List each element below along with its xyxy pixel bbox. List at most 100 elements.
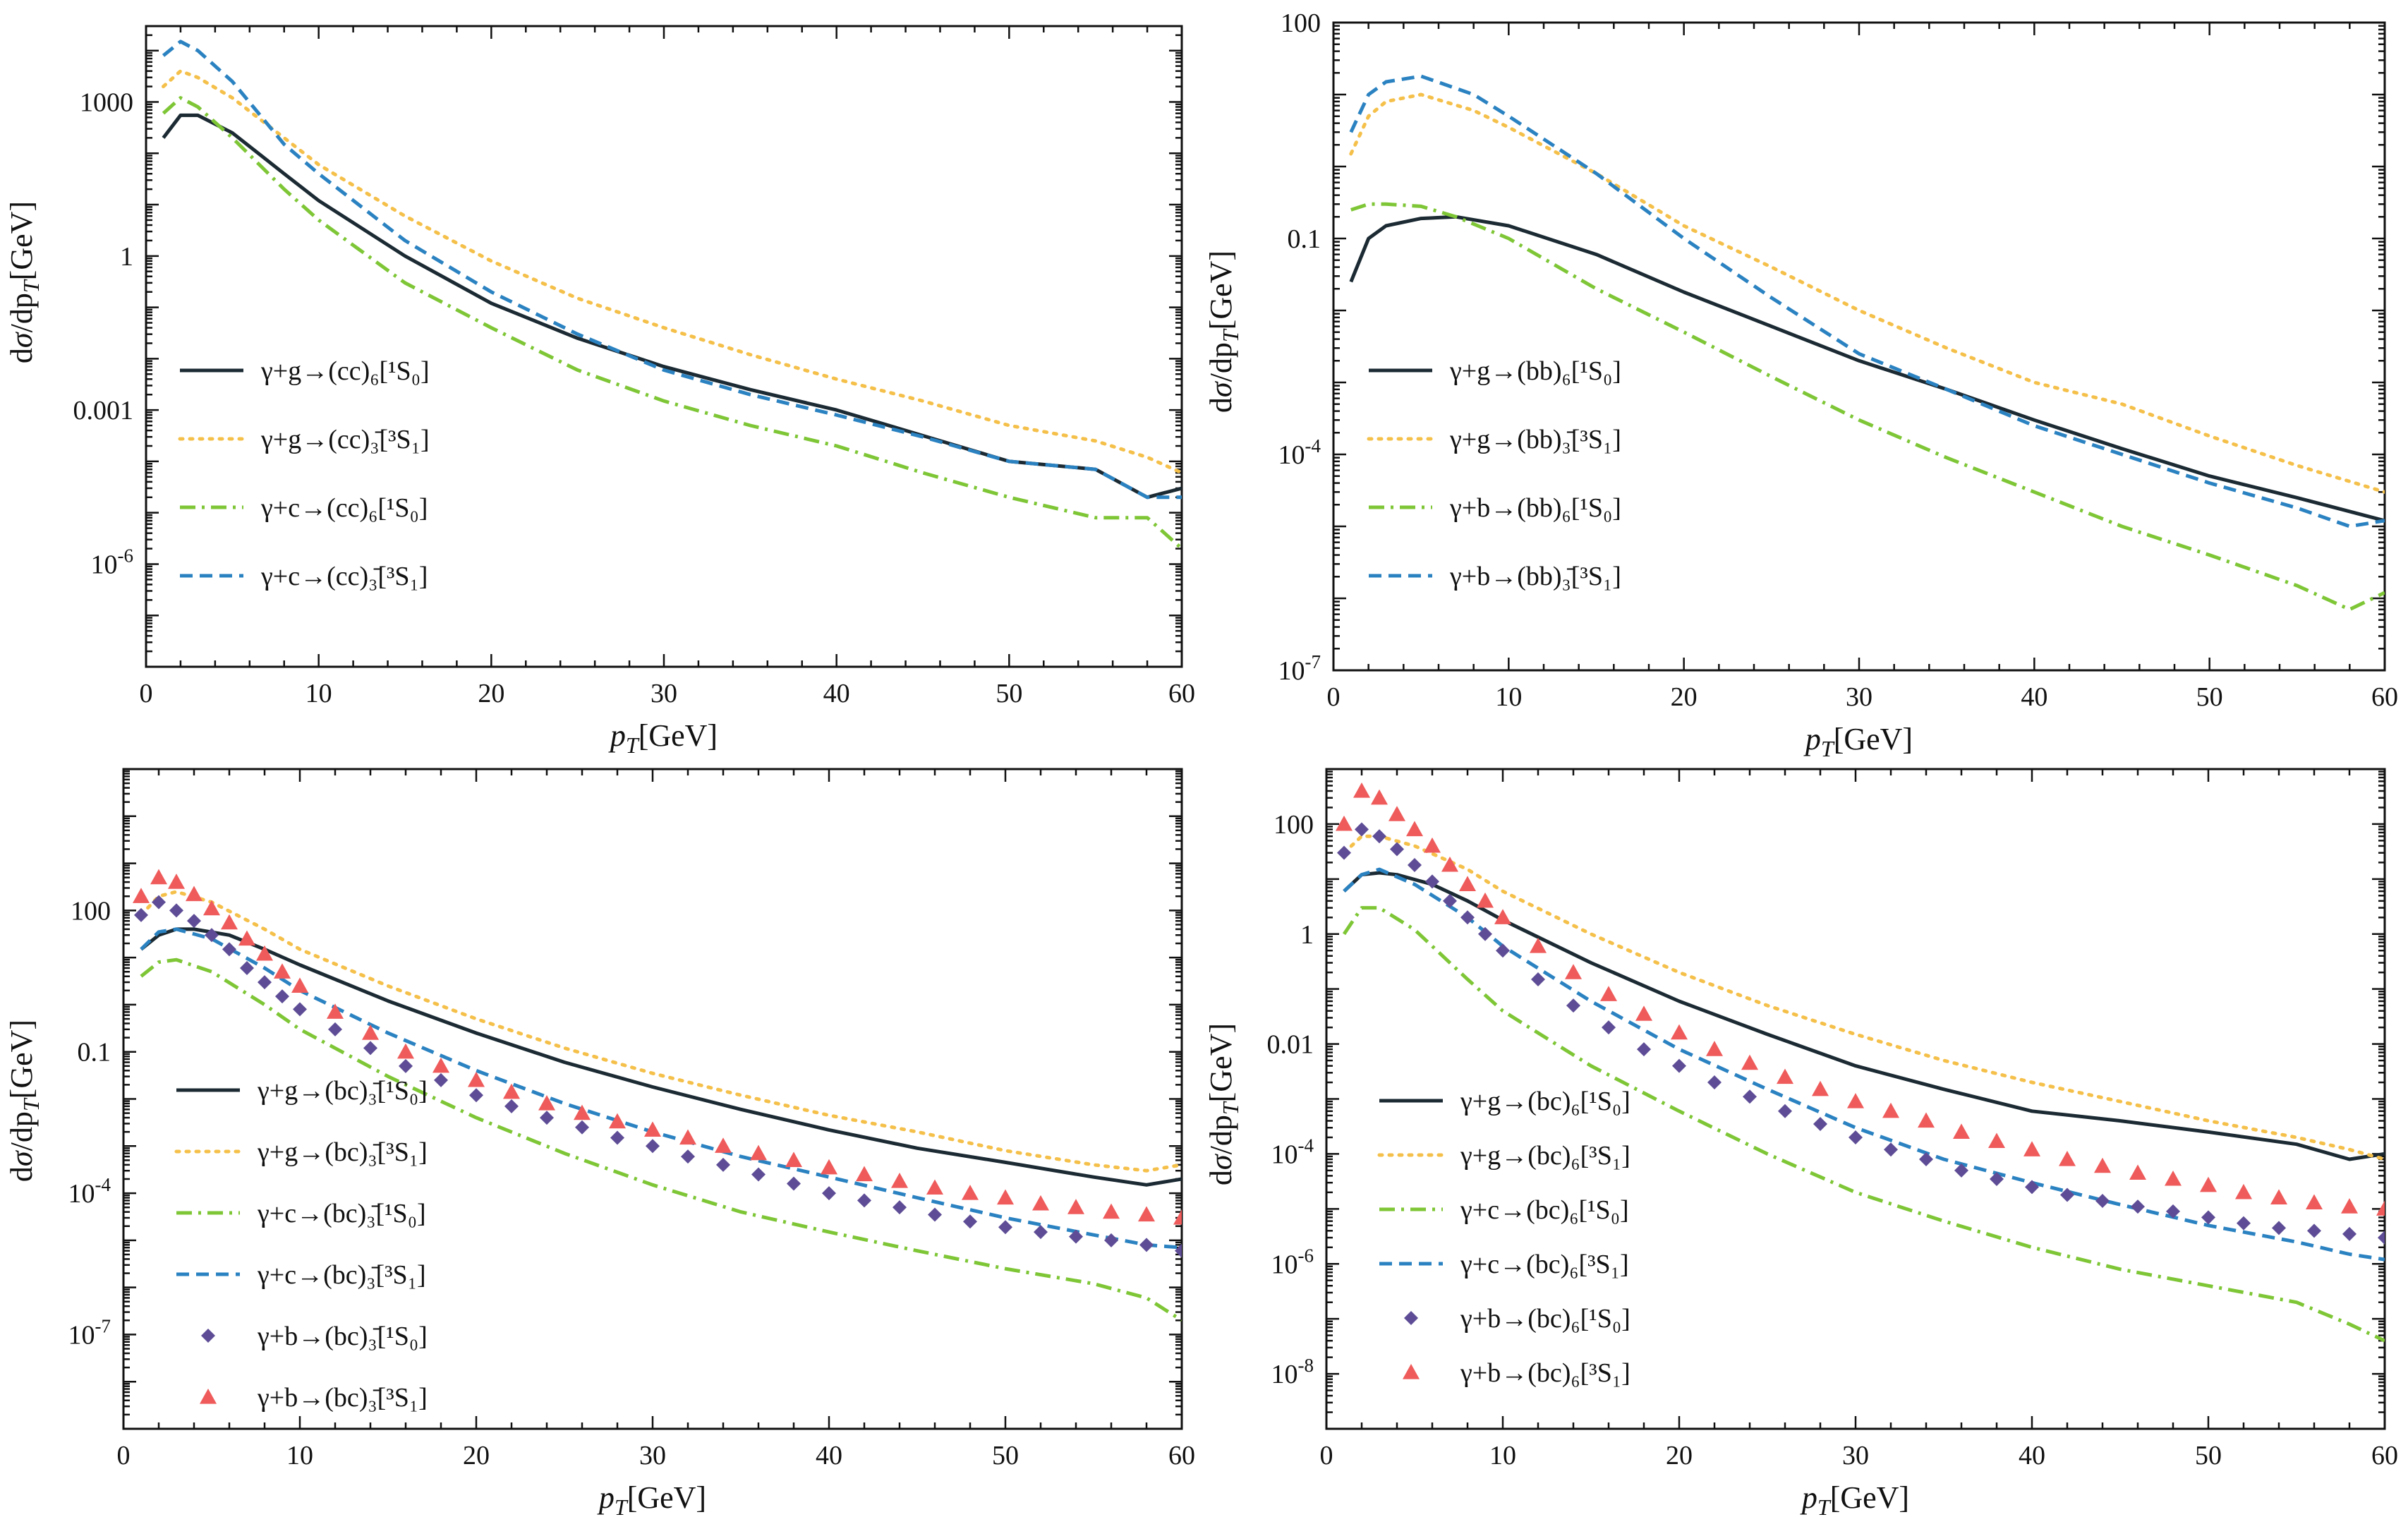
triangle-marker	[785, 1152, 802, 1167]
diamond-marker	[998, 1220, 1012, 1235]
triangle-marker	[2094, 1157, 2111, 1173]
diamond-marker	[1460, 910, 1475, 925]
triangle-marker	[1812, 1080, 1829, 1096]
triangle-marker	[1600, 986, 1617, 1001]
x-tick-label: 0	[1320, 1441, 1333, 1470]
triangle-marker	[1388, 806, 1405, 821]
legend-label: γ+g→(bb)₃̄[³S₁]	[1449, 425, 1621, 454]
y-tick-label: 1	[1300, 920, 1314, 950]
triangle-marker	[1477, 892, 1494, 908]
series-red	[1336, 782, 2385, 1216]
triangle-marker	[327, 1003, 344, 1019]
legend-label: γ+g→(bc)₃̄[³S₁]	[257, 1137, 428, 1167]
triangle-marker	[1336, 815, 1353, 831]
triangle-marker	[432, 1057, 449, 1073]
triangle-marker	[750, 1144, 767, 1161]
diamond-marker	[1425, 874, 1439, 889]
triangle-marker	[150, 869, 167, 885]
x-tick-label: 30	[1842, 1441, 1869, 1470]
diamond-marker	[716, 1157, 730, 1172]
legend: γ+g→(bb)₆[¹S₀] γ+g→(bb)₃̄[³S₁] γ+b→(bb)₆[¹…	[1367, 356, 1621, 591]
y-tick-label: 10-6	[91, 545, 134, 579]
triangle-marker	[2306, 1194, 2323, 1210]
diamond-marker	[2131, 1199, 2145, 1214]
diamond-marker	[1390, 842, 1404, 857]
series-yellow-line	[1342, 834, 2385, 1161]
y-tick-label: 10-6	[1271, 1245, 1314, 1279]
series-blue-line	[1343, 867, 2385, 1262]
diamond-marker	[2025, 1180, 2039, 1195]
x-tick-label: 40	[823, 679, 850, 708]
triangle-marker	[1103, 1203, 1120, 1219]
triangle-marker	[2341, 1198, 2358, 1214]
triangle-marker	[1530, 938, 1547, 953]
y-tick-label: 0.1	[78, 1038, 111, 1068]
legend: γ+g→(bc)₃̄[¹S₀] γ+g→(bc)₃̄[³S₁] γ+c→(bc)₃̄…	[174, 1076, 428, 1413]
legend-item: γ+c→(bc)₆[¹S₀]	[1379, 1195, 1629, 1225]
x-tick-label: 50	[2196, 682, 2223, 712]
triangle-marker	[1138, 1206, 1155, 1222]
triangle-marker	[574, 1104, 591, 1120]
diamond-legend-marker	[201, 1329, 215, 1343]
series-yellow-line	[139, 890, 1182, 1173]
diamond-marker	[222, 942, 236, 957]
legend-label: γ+g→(bb)₆[¹S₀]	[1449, 356, 1621, 386]
plot-area	[133, 869, 1182, 1322]
diamond-marker	[2201, 1210, 2215, 1225]
triangle-marker	[679, 1129, 696, 1145]
diamond-marker	[928, 1207, 942, 1222]
diamond-marker	[1778, 1104, 1792, 1118]
triangle-marker	[362, 1025, 379, 1040]
diamond-marker	[1139, 1238, 1154, 1252]
series-green-line	[1350, 202, 2385, 612]
triangle-marker	[397, 1043, 414, 1059]
x-tick-label: 40	[816, 1441, 842, 1470]
x-tick-label: 30	[639, 1441, 666, 1470]
diamond-marker	[1990, 1171, 2004, 1186]
diamond-marker	[399, 1058, 413, 1073]
diamond-marker	[1884, 1142, 1898, 1157]
triangle-marker	[133, 888, 150, 903]
legend-item: γ+b→(bc)₆[³S₁]	[1403, 1358, 1630, 1388]
legend-item: γ+b→(bb)₆[¹S₀]	[1369, 493, 1621, 523]
triangle-legend-marker	[200, 1389, 217, 1404]
diamond-legend-marker	[1404, 1311, 1418, 1325]
series-black-line	[1343, 871, 2385, 1161]
y-tick-label: 10-4	[1271, 1135, 1314, 1169]
legend-item: γ+g→(cc)₃̄[³S₁]	[178, 425, 430, 454]
triangle-marker	[926, 1179, 943, 1195]
y-tick-label: 10-4	[1278, 435, 1321, 470]
triangle-marker	[891, 1173, 908, 1188]
diamond-marker	[293, 1002, 307, 1017]
diamond-marker	[1672, 1058, 1686, 1073]
x-tick-label: 20	[1671, 682, 1698, 712]
legend: γ+g→(bc)₆[¹S₀] γ+g→(bc)₆[³S₁] γ+c→(bc)₆[¹S…	[1377, 1087, 1630, 1388]
triangle-legend-marker	[1403, 1364, 1420, 1379]
triangle-marker	[2059, 1150, 2076, 1166]
legend-label: γ+c→(cc)₃̄[³S₁]	[260, 562, 428, 591]
legend-item: γ+c→(bc)₆[³S₁]	[1379, 1250, 1629, 1279]
diamond-marker	[1531, 972, 1545, 986]
legend-label: γ+g→(bc)₆[¹S₀]	[1460, 1087, 1630, 1116]
legend-item: γ+g→(bb)₆[¹S₀]	[1369, 356, 1621, 386]
panel-top-right: 0 10 20 30 40 50 60 100 0.1 10-4 10-7 pT[GeV] dσ/dpT…	[1204, 8, 2398, 761]
diamond-marker	[152, 895, 166, 909]
legend-item: γ+g→(bc)₆[³S₁]	[1377, 1141, 1630, 1171]
plot-area	[1349, 74, 2385, 612]
diamond-marker	[610, 1130, 624, 1145]
legend-label: γ+c→(bc)₃̄[¹S₀]	[257, 1199, 426, 1228]
series-purple	[1337, 822, 2385, 1245]
series-yellow-line	[1349, 92, 2385, 494]
diamond-marker	[1104, 1233, 1118, 1247]
diamond-marker	[751, 1167, 766, 1182]
diamond-marker	[1707, 1075, 1722, 1090]
y-tick-label: 1	[120, 242, 133, 272]
legend-label: γ+b→(bc)₆[¹S₀]	[1460, 1304, 1630, 1334]
diamond-marker	[540, 1111, 554, 1125]
legend-item: γ+b→(bc)₃̄[³S₁]	[200, 1383, 428, 1413]
triangle-marker	[468, 1071, 485, 1087]
x-tick-label: 60	[2371, 1441, 2398, 1470]
legend-label: γ+b→(bc)₃̄[¹S₀]	[257, 1322, 428, 1351]
diamond-marker	[2166, 1204, 2180, 1219]
legend-label: γ+c→(bc)₆[³S₁]	[1460, 1250, 1629, 1279]
